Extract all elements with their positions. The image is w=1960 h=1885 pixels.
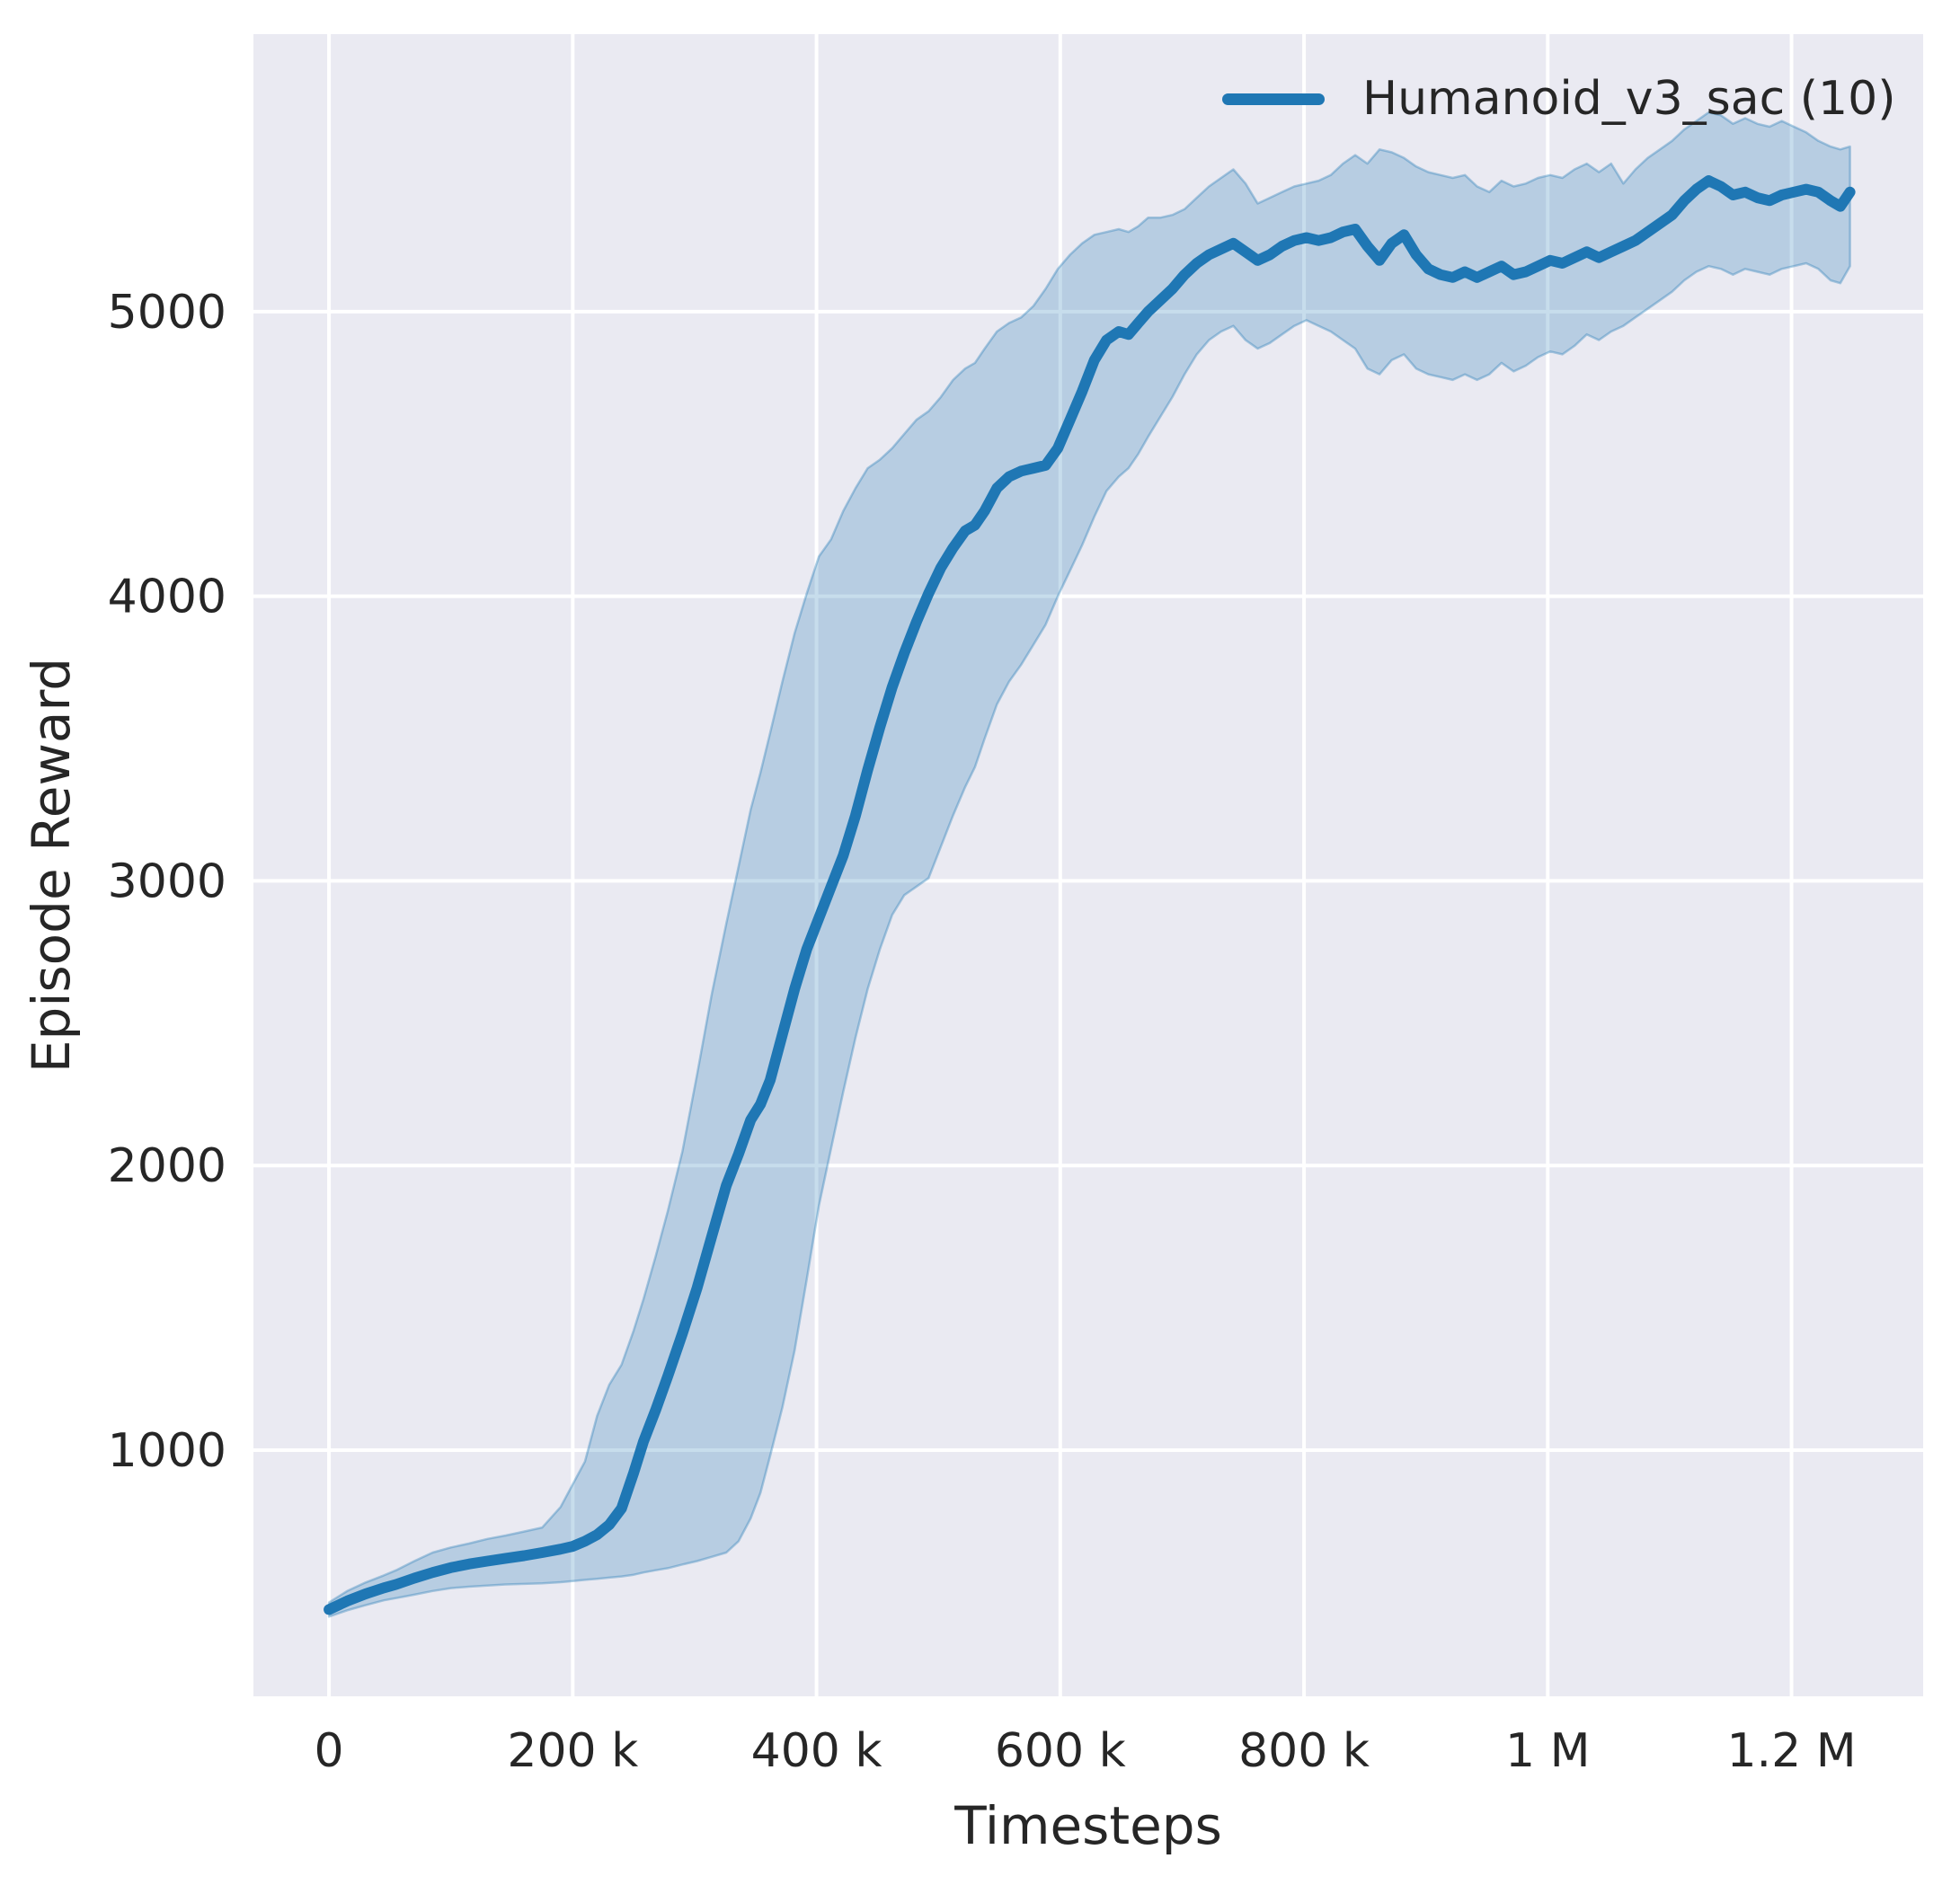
mean-line — [324, 175, 1856, 1615]
y-tick-label: 3000 — [108, 854, 226, 908]
y-tick-label: 5000 — [108, 286, 226, 340]
y-axis-label: Episode Reward — [21, 657, 82, 1074]
legend-label: Humanoid_v3_sac (10) — [1362, 72, 1896, 126]
x-tick-label: 800 k — [1238, 1724, 1370, 1778]
x-axis-label: Timesteps — [954, 1795, 1222, 1856]
x-tick-label: 400 k — [751, 1724, 882, 1778]
x-tick-label: 0 — [315, 1724, 344, 1778]
y-tick-label: 2000 — [108, 1139, 226, 1193]
x-tick-label: 1 M — [1505, 1724, 1590, 1778]
y-tick-label: 1000 — [108, 1424, 226, 1478]
legend-line-swatch — [1222, 93, 1325, 105]
x-tick-label: 200 k — [507, 1724, 638, 1778]
y-tick-label: 4000 — [108, 571, 226, 624]
x-tick-label: 1.2 M — [1726, 1724, 1856, 1778]
legend: Humanoid_v3_sac (10) — [1222, 72, 1896, 126]
x-tick-label: 600 k — [995, 1724, 1126, 1778]
